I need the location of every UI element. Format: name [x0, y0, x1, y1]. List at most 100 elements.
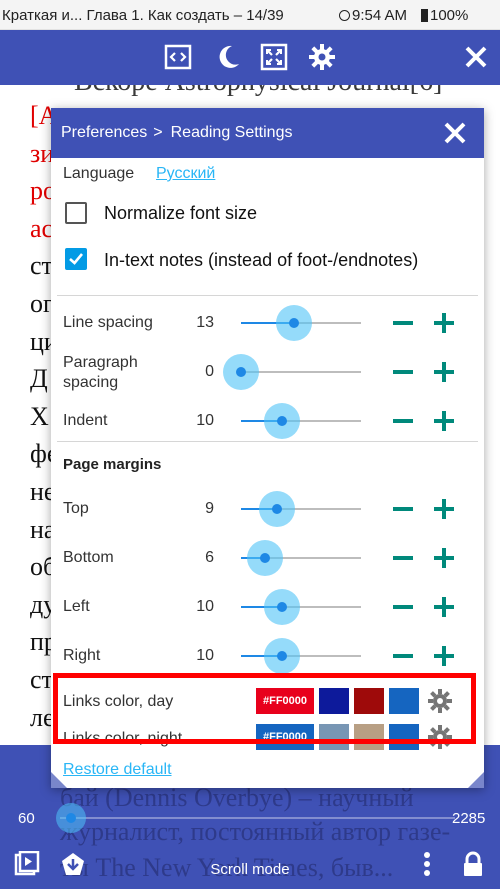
resize-corner-right[interactable] [468, 772, 484, 788]
margin-bottom-value: 6 [205, 549, 214, 566]
breadcrumb-preferences[interactable]: Preferences [61, 124, 148, 141]
margin-top-slider[interactable] [241, 491, 361, 527]
links-day-swatch[interactable] [389, 688, 419, 714]
status-time: 9:54 AM [352, 7, 408, 24]
position-right: 2285 [452, 810, 486, 827]
progress-knob[interactable] [56, 803, 86, 833]
links-night-swatch[interactable] [389, 724, 419, 750]
margin-right-label: Right [63, 647, 101, 664]
paragraph-spacing-slider[interactable] [223, 354, 361, 390]
paragraph-spacing-minus-button[interactable] [393, 370, 413, 374]
top-toolbar [0, 30, 500, 85]
line-spacing-plus-button[interactable] [434, 313, 454, 333]
margin-left-label: Left [63, 598, 90, 615]
slider-knob[interactable] [264, 638, 300, 674]
slider-knob[interactable] [264, 403, 300, 439]
scroll-mode-label[interactable]: Scroll mode [210, 861, 290, 878]
margin-right-minus-button[interactable] [393, 654, 413, 658]
paragraph-spacing-label-line2: spacing [63, 374, 119, 391]
slider-fill [241, 420, 282, 422]
line-spacing-minus-button[interactable] [393, 321, 413, 325]
fullscreen-icon[interactable] [259, 42, 289, 72]
more-icon[interactable] [414, 851, 440, 877]
margin-right-slider[interactable] [241, 638, 361, 674]
in-text-notes-label: In-text notes (instead of foot-/endnotes… [104, 250, 419, 270]
book-text-line: ст [30, 251, 53, 281]
book-bottom-line: ты The New York Times, быв... [60, 853, 394, 882]
checkmark-icon [69, 253, 83, 265]
settings-gear-icon[interactable] [307, 42, 337, 72]
progress-track[interactable] [60, 817, 455, 819]
slider-knob[interactable] [264, 589, 300, 625]
indent-value: 10 [196, 412, 214, 429]
fit-screen-icon[interactable] [163, 42, 193, 72]
links-day-hex-swatch[interactable]: #FF0000 [256, 688, 314, 714]
divider [57, 441, 478, 442]
bookmark-icon[interactable] [60, 851, 86, 877]
indent-minus-button[interactable] [393, 419, 413, 423]
status-battery: 100% [421, 7, 468, 24]
indent-plus-button[interactable] [434, 411, 454, 431]
language-value-link[interactable]: Русский [156, 165, 216, 182]
clock-icon [339, 10, 350, 21]
book-top-line: Вскоре Astrophysical Journal[6] [74, 85, 442, 101]
book-bottom-line: журналист, постоянный автор газе- [60, 817, 451, 846]
normalize-font-checkbox[interactable] [65, 202, 87, 224]
book-text-line: ст [30, 665, 53, 694]
line-spacing-slider[interactable] [241, 305, 361, 341]
battery-percent: 100% [430, 7, 469, 24]
slider-knob[interactable] [223, 354, 259, 390]
margin-top-minus-button[interactable] [393, 507, 413, 511]
margin-bottom-minus-button[interactable] [393, 556, 413, 560]
dialog-body: Language Русский Normalize font size In-… [51, 158, 484, 788]
links-day-swatch[interactable] [354, 688, 384, 714]
divider [57, 295, 478, 296]
links-night-hex-swatch[interactable]: #FF0000 [256, 724, 314, 750]
slider-fill [241, 322, 294, 324]
contents-icon[interactable] [14, 850, 40, 877]
links-day-swatch[interactable] [319, 688, 349, 714]
margin-right-plus-button[interactable] [434, 646, 454, 666]
battery-icon [421, 9, 428, 22]
night-mode-icon[interactable] [213, 42, 243, 72]
book-text-line: Д [30, 364, 48, 394]
book-text-line: зи [30, 138, 55, 168]
restore-default-link[interactable]: Restore default [63, 761, 172, 778]
indent-slider[interactable] [241, 403, 361, 439]
links-color-day-label: Links color, day [63, 693, 174, 710]
margin-bottom-slider[interactable] [241, 540, 361, 576]
margin-top-plus-button[interactable] [434, 499, 454, 519]
breadcrumb-reading-settings: Reading Settings [170, 124, 293, 141]
normalize-font-label: Normalize font size [104, 203, 258, 223]
paragraph-spacing-label: Paragraph spacing [63, 353, 138, 393]
margin-left-minus-button[interactable] [393, 605, 413, 609]
paragraph-spacing-plus-button[interactable] [434, 362, 454, 382]
margin-top-value: 9 [205, 500, 214, 517]
paragraph-spacing-label-line1: Paragraph [63, 354, 138, 371]
slider-knob[interactable] [259, 491, 295, 527]
close-icon[interactable] [461, 42, 491, 72]
dialog-close-icon[interactable] [442, 120, 468, 146]
status-title: Краткая и... Глава 1. Как создать – 14/3… [2, 7, 284, 24]
lock-icon[interactable] [460, 851, 486, 877]
slider-fill [241, 606, 282, 608]
slider-knob[interactable] [247, 540, 283, 576]
margin-left-plus-button[interactable] [434, 597, 454, 617]
status-clock: 9:54 AM [339, 7, 407, 24]
margin-bottom-plus-button[interactable] [434, 548, 454, 568]
breadcrumb: Preferences > Reading Settings [61, 124, 292, 142]
margin-left-slider[interactable] [241, 589, 361, 625]
margin-right-value: 10 [196, 647, 214, 664]
book-text-line: Х [30, 401, 49, 431]
links-night-swatch[interactable] [354, 724, 384, 750]
slider-knob[interactable] [276, 305, 312, 341]
resize-corner-left[interactable] [51, 772, 67, 788]
links-color-highlight [53, 673, 476, 744]
links-night-swatch[interactable] [319, 724, 349, 750]
page-margins-title: Page margins [63, 456, 162, 473]
in-text-notes-checkbox[interactable] [65, 248, 87, 270]
margin-top-label: Top [63, 500, 89, 517]
paragraph-spacing-value: 0 [205, 363, 214, 380]
links-day-gear-icon[interactable] [427, 688, 453, 714]
dialog-header: Preferences > Reading Settings [51, 108, 484, 158]
